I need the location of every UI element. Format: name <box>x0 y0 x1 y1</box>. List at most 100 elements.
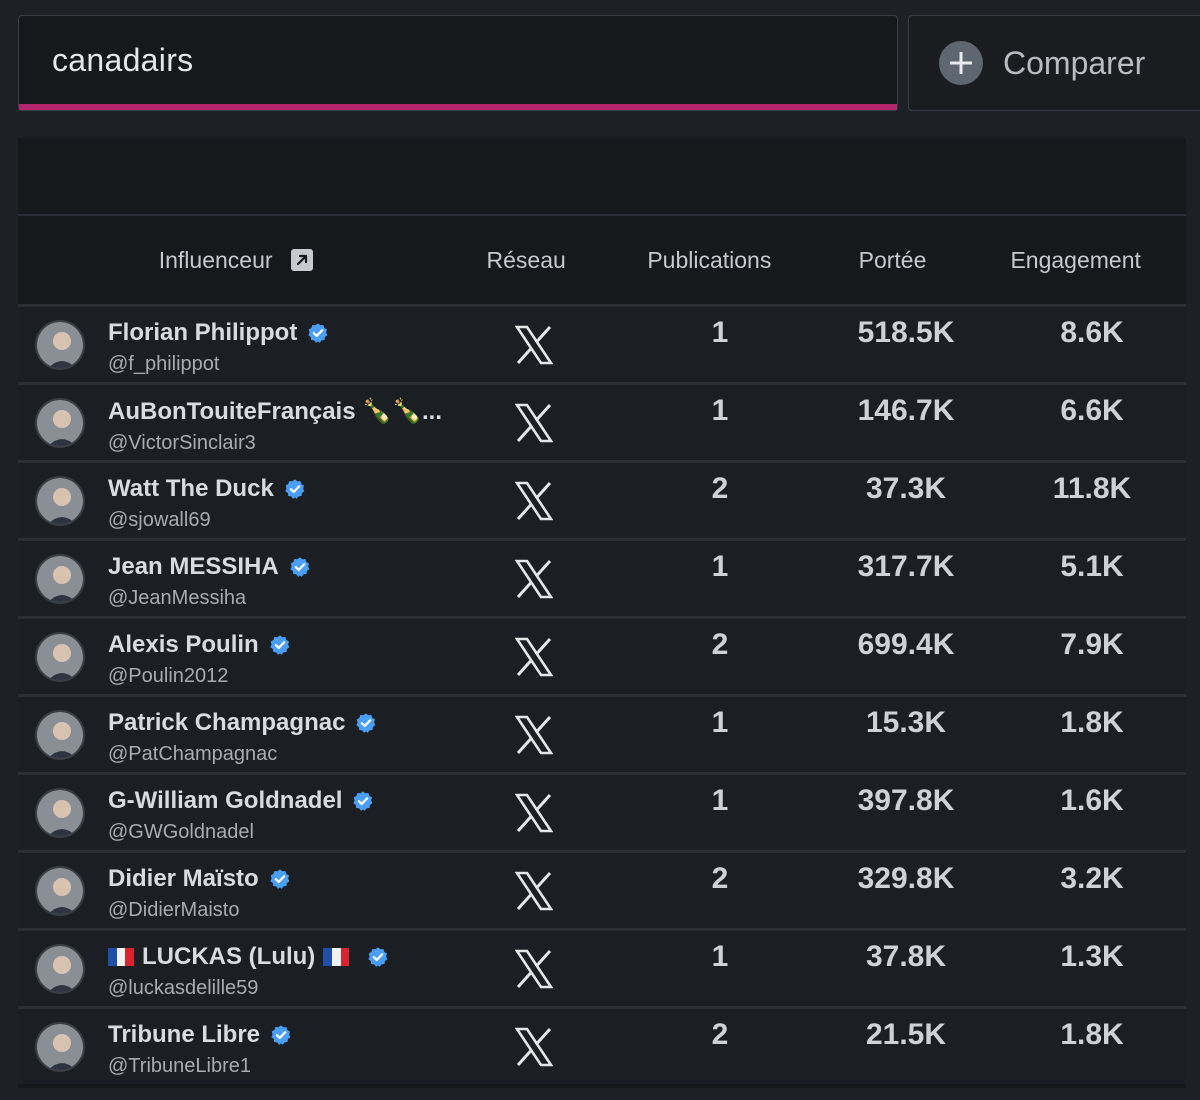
x-logo-icon <box>514 325 554 365</box>
influencer-identity[interactable]: Patrick Champagnac @PatChampagnac <box>108 709 377 766</box>
table-row[interactable]: Watt The Duck @sjowall69 2 37.3K 11.8K <box>18 463 1186 541</box>
x-logo-icon <box>514 871 554 911</box>
table-row[interactable]: Didier Maïsto @DidierMaisto 2 329.8K 3.2… <box>18 853 1186 931</box>
table-row[interactable]: Tribune Libre @TribuneLibre1 2 21.5K 1.8… <box>18 1009 1186 1084</box>
engagement-value: 11.8K <box>1052 472 1132 505</box>
verified-badge-icon <box>352 790 374 812</box>
header-network[interactable]: Réseau <box>486 246 566 273</box>
influencer-identity[interactable]: Didier Maïsto @DidierMaisto <box>108 865 291 922</box>
engagement-value: 1.8K <box>1060 1018 1124 1051</box>
influencer-handle[interactable]: @sjowall69 <box>108 509 211 531</box>
publications-count: 1 <box>711 706 729 739</box>
publications-count: 1 <box>711 394 729 427</box>
table-row[interactable]: G-William Goldnadel @GWGoldnadel 1 397.8… <box>18 775 1186 853</box>
influencer-identity[interactable]: Watt The Duck @sjowall69 <box>108 475 306 532</box>
influencer-identity[interactable]: LUCKAS (Lulu) @luckasdelille59 <box>108 943 389 1000</box>
influencer-name[interactable]: Alexis Poulin <box>108 631 291 659</box>
verified-badge-icon <box>355 712 377 734</box>
avatar[interactable] <box>35 710 85 760</box>
influencer-name[interactable]: Watt The Duck <box>108 475 306 503</box>
engagement-value: 1.3K <box>1060 940 1124 973</box>
avatar[interactable] <box>35 476 85 526</box>
header-influencer[interactable]: Influenceur <box>18 247 453 274</box>
influencer-name[interactable]: AuBonTouiteFrançais 🍾🍾... <box>108 398 443 425</box>
influencer-handle[interactable]: @GWGoldnadel <box>108 821 254 843</box>
avatar[interactable] <box>35 944 85 994</box>
influencer-identity[interactable]: AuBonTouiteFrançais 🍾🍾... @VictorSinclai… <box>108 397 442 455</box>
table-row[interactable]: Jean MESSIHA @JeanMessiha 1 317.7K 5.1K <box>18 541 1186 619</box>
engagement-value: 1.6K <box>1060 784 1124 817</box>
table-row[interactable]: Patrick Champagnac @PatChampagnac 1 15.3… <box>18 697 1186 775</box>
publications-count: 2 <box>711 1018 729 1051</box>
influencer-name[interactable]: Florian Philippot <box>108 319 329 347</box>
influencer-name[interactable]: Jean MESSIHA <box>108 553 311 581</box>
influencer-handle[interactable]: @DidierMaisto <box>108 899 240 921</box>
influencer-identity[interactable]: Jean MESSIHA @JeanMessiha <box>108 553 311 610</box>
reach-value: 21.5K <box>865 1018 947 1051</box>
publications-count: 1 <box>711 550 729 583</box>
influencer-name[interactable]: Didier Maïsto <box>108 865 291 893</box>
french-flag-icon <box>323 948 350 966</box>
avatar[interactable] <box>35 632 85 682</box>
compare-button-label: Comparer <box>1003 44 1146 81</box>
compare-button[interactable]: Comparer <box>908 15 1200 111</box>
engagement-value: 8.6K <box>1060 316 1124 349</box>
influencer-name[interactable]: LUCKAS (Lulu) <box>108 943 389 971</box>
x-logo-icon <box>514 793 554 833</box>
influencer-identity[interactable]: Tribune Libre @TribuneLibre1 <box>108 1021 292 1078</box>
reach-value: 37.3K <box>865 472 947 505</box>
avatar[interactable] <box>35 1022 85 1072</box>
table-row[interactable]: Florian Philippot @f_philippot 1 518.5K … <box>18 307 1186 385</box>
external-link-icon[interactable] <box>290 249 313 271</box>
header-reach[interactable]: Portée <box>858 246 927 273</box>
header-publications[interactable]: Publications <box>647 246 772 273</box>
table-row[interactable]: LUCKAS (Lulu) @luckasdelille59 1 37.8K 1… <box>18 931 1186 1009</box>
influencer-identity[interactable]: Alexis Poulin @Poulin2012 <box>108 631 291 688</box>
publications-count: 1 <box>711 316 729 349</box>
engagement-value: 5.1K <box>1060 550 1124 583</box>
verified-badge-icon <box>367 946 389 968</box>
influencer-table-panel: Influenceur Réseau Publications Portée E… <box>18 138 1186 1088</box>
influencer-name[interactable]: Patrick Champagnac <box>108 709 377 737</box>
avatar[interactable] <box>35 398 85 448</box>
influencer-identity[interactable]: G-William Goldnadel @GWGoldnadel <box>108 787 374 844</box>
reach-value: 317.7K <box>857 550 955 583</box>
influencer-name[interactable]: Tribune Libre <box>108 1021 292 1049</box>
verified-badge-icon <box>284 478 306 500</box>
influencer-handle[interactable]: @PatChampagnac <box>108 743 278 765</box>
avatar[interactable] <box>35 320 85 370</box>
publications-count: 1 <box>711 784 729 817</box>
reach-value: 329.8K <box>857 862 955 895</box>
verified-badge-icon <box>269 868 291 890</box>
table-row[interactable]: AuBonTouiteFrançais 🍾🍾... @VictorSinclai… <box>18 385 1186 463</box>
publications-count: 2 <box>711 862 729 895</box>
publications-count: 1 <box>711 940 729 973</box>
publications-count: 2 <box>711 628 729 661</box>
influencer-handle[interactable]: @Poulin2012 <box>108 665 229 687</box>
influencer-handle[interactable]: @JeanMessiha <box>108 587 247 609</box>
influencer-handle[interactable]: @TribuneLibre1 <box>108 1055 251 1077</box>
reach-value: 518.5K <box>857 316 955 349</box>
engagement-value: 6.6K <box>1060 394 1124 427</box>
engagement-value: 1.8K <box>1060 706 1124 739</box>
search-input-value[interactable]: canadairs <box>52 42 194 78</box>
reach-value: 699.4K <box>857 628 955 661</box>
engagement-value: 3.2K <box>1060 862 1124 895</box>
influencer-handle[interactable]: @luckasdelille59 <box>108 977 259 999</box>
table-row[interactable]: Alexis Poulin @Poulin2012 2 699.4K 7.9K <box>18 619 1186 697</box>
panel-header <box>18 138 1186 216</box>
header-engagement[interactable]: Engagement <box>1010 246 1141 273</box>
x-logo-icon <box>514 481 554 521</box>
avatar[interactable] <box>35 554 85 604</box>
influencer-identity[interactable]: Florian Philippot @f_philippot <box>108 319 329 376</box>
avatar[interactable] <box>35 788 85 838</box>
engagement-value: 7.9K <box>1060 628 1124 661</box>
influencer-handle[interactable]: @VictorSinclair3 <box>108 432 256 454</box>
x-logo-icon <box>514 1027 554 1067</box>
avatar[interactable] <box>35 866 85 916</box>
table-header: Influenceur Réseau Publications Portée E… <box>18 216 1186 307</box>
influencer-handle[interactable]: @f_philippot <box>108 353 220 375</box>
influencer-name[interactable]: G-William Goldnadel <box>108 787 374 815</box>
search-field[interactable]: canadairs <box>18 15 898 111</box>
french-flag-icon <box>108 948 135 966</box>
